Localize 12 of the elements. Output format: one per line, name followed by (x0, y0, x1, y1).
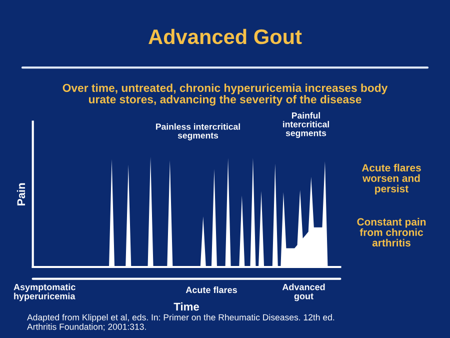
text: Acute flares worsen and persist (362, 164, 421, 194)
chart-title: Advanced Gout (148, 28, 302, 44)
x-axis-title: Time (174, 302, 200, 311)
y-axis-title: Pain (16, 183, 26, 206)
chart-subtitle: Over time, untreated, chronic hyperuricemia increases body urate stores, advancing the severity of the disease (62, 84, 388, 106)
text: Constant pain from chronic arthritis (357, 218, 426, 246)
text: Advanced gout (282, 284, 325, 302)
text: Painful intercritical segments (283, 112, 329, 138)
text: Asymptomatic hyperuricemia (14, 284, 76, 302)
text: Adapted from Klippel et al, eds. In: Primer on the Rheumatic Diseases. 12th ed. Arthritis Foundation; 2001:313. (27, 314, 334, 331)
text: Painless intercritical segments (156, 123, 240, 140)
text: Acute flares (186, 286, 237, 294)
